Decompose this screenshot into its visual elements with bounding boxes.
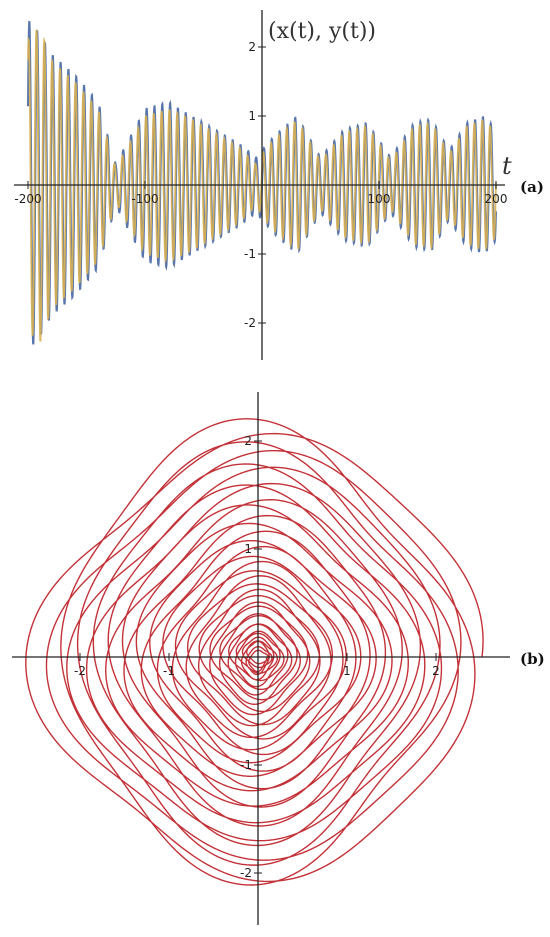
x-tick-label: 100 bbox=[368, 192, 391, 206]
y-tick-label: 1 bbox=[244, 542, 252, 556]
y-tick-label: 1 bbox=[248, 109, 256, 123]
y-tick-label: -2 bbox=[244, 316, 256, 330]
panel-a-time-series: -200 -100 100 200 -2 -1 1 2 (x(t), y(t)) t (a) bbox=[14, 10, 544, 360]
x-tick-label: -200 bbox=[14, 192, 41, 206]
x-tick-label: 1 bbox=[343, 664, 351, 678]
x-tick-label: -2 bbox=[74, 664, 86, 678]
x-axis-label: t bbox=[502, 152, 512, 180]
x-tick-label: 2 bbox=[432, 664, 440, 678]
y-tick-label: -2 bbox=[240, 866, 252, 880]
y-tick-label: 2 bbox=[248, 40, 256, 54]
phase-trajectory bbox=[25, 418, 484, 886]
y-tick-label: -1 bbox=[244, 247, 256, 261]
plot-title: (x(t), y(t)) bbox=[268, 19, 376, 44]
y-tick-label: 2 bbox=[244, 434, 252, 448]
panel-label-b: (b) bbox=[520, 650, 545, 668]
panel-b-phase-portrait: -2 -1 1 2 -2 -1 1 2 (b) bbox=[12, 392, 545, 925]
panel-label-a: (a) bbox=[520, 178, 544, 196]
x-tick-label: 200 bbox=[485, 192, 508, 206]
y-tick-label: -1 bbox=[240, 758, 252, 772]
x-tick-label: -1 bbox=[163, 664, 175, 678]
x-tick-label: -100 bbox=[131, 192, 158, 206]
